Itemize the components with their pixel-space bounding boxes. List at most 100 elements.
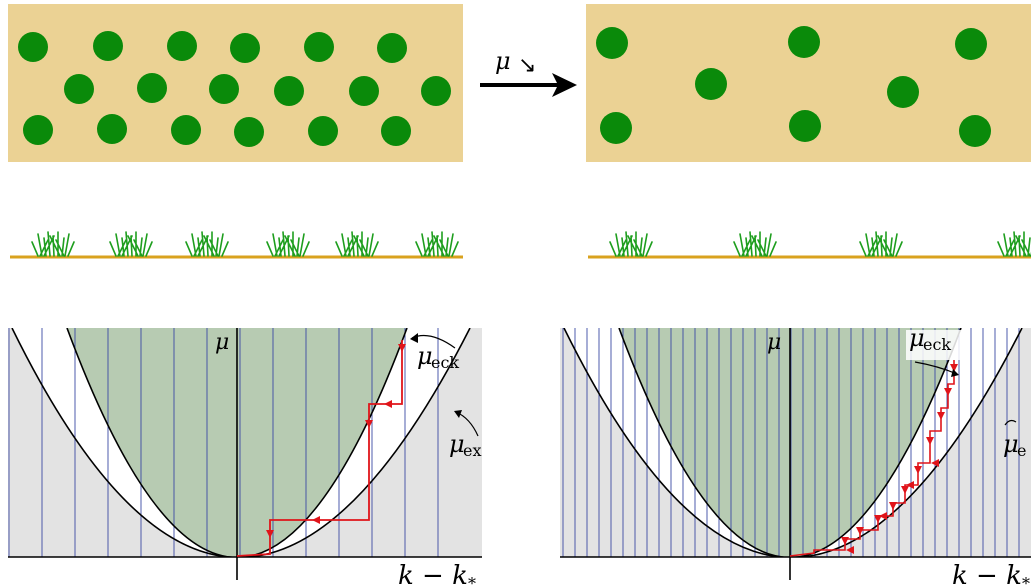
path-arrow (926, 437, 934, 445)
wavenumber-grid (562, 328, 1020, 557)
spot (959, 115, 991, 147)
path-arrow (937, 412, 945, 420)
grass-tuft (609, 231, 653, 257)
path-arrow (874, 515, 882, 523)
svg-text:μ: μ (417, 342, 433, 370)
svg-text:*: * (1022, 574, 1030, 586)
spots-dense (18, 31, 451, 147)
sparse-spot-panel (586, 4, 1031, 162)
svg-text:μ: μ (449, 430, 465, 458)
svg-text:e: e (1017, 441, 1026, 460)
spot (381, 116, 411, 146)
spots-sparse (596, 26, 991, 147)
svg-text:ex: ex (463, 441, 482, 460)
spot (171, 115, 201, 145)
eckhaus-curve (66, 328, 408, 557)
path-arrows (266, 344, 406, 538)
wavenumber-path (236, 340, 403, 557)
svg-text:μ: μ (909, 324, 925, 352)
eck-pointer-head (410, 333, 418, 343)
svg-text:k − k: k − k (952, 561, 1022, 586)
svg-text:k − k: k − k (398, 561, 468, 586)
svg-text:μ: μ (1003, 430, 1019, 458)
ex-pointer (1004, 419, 1017, 426)
eck-label: μ eck (417, 342, 459, 372)
path-arrow (914, 466, 922, 474)
spot (230, 33, 260, 63)
spot (23, 115, 53, 145)
spot (955, 28, 987, 60)
spot (349, 76, 379, 106)
eck-label-backing (906, 330, 962, 360)
ex-label: μ e (1003, 430, 1026, 460)
spot (97, 114, 127, 144)
grass-tuft (859, 231, 903, 257)
eck-pointer-head (951, 369, 959, 377)
path-arrow (365, 420, 373, 428)
spot (421, 76, 451, 106)
spot (93, 31, 123, 61)
path-arrows (841, 364, 958, 554)
svg-text:*: * (468, 574, 476, 586)
eckhaus-curve (618, 328, 962, 557)
vegetation-right (588, 231, 1031, 259)
spot (18, 32, 48, 62)
transition-arrow: μ ↘ (480, 47, 577, 97)
path-arrow (944, 388, 952, 396)
arrow-head (552, 73, 577, 97)
spot (596, 27, 628, 59)
path-arrow (266, 530, 274, 538)
path-arrow (889, 502, 897, 510)
spot (209, 74, 239, 104)
spot (695, 68, 727, 100)
arrow-decrease-symbol: ↘ (518, 53, 536, 78)
x-axis-label: k − k * (952, 561, 1030, 586)
grass-tuft (733, 231, 777, 257)
path-arrow (879, 512, 887, 520)
dense-spot-panel (8, 4, 463, 162)
path-arrow (906, 481, 914, 489)
grass-tuft (266, 231, 310, 257)
eckhaus-unstable-region (8, 328, 482, 557)
vegetation-left (10, 231, 463, 259)
spot (377, 33, 407, 63)
grass-tuft (31, 231, 75, 257)
spot (137, 73, 167, 103)
y-axis-label: μ (215, 330, 229, 355)
path-arrow (856, 527, 864, 535)
existence-curve (11, 328, 471, 557)
spot (234, 117, 264, 147)
eck-label: μ eck (909, 324, 951, 354)
ex-pointer-head (454, 410, 462, 418)
spot (64, 74, 94, 104)
grass-tuft (997, 231, 1031, 257)
arrow-mu-label: μ (495, 47, 511, 75)
grass-tuft (109, 231, 153, 257)
stability-diagram-left: μ k − k * μ eck μ ex (8, 328, 482, 586)
spot (304, 32, 334, 62)
wavenumber-grid (8, 328, 439, 557)
path-arrow (384, 400, 392, 408)
path-arrow (950, 364, 958, 372)
path-arrow (846, 546, 854, 554)
spot (308, 116, 338, 146)
grass-tuft (335, 231, 379, 257)
spot (274, 76, 304, 106)
svg-text:eck: eck (431, 353, 459, 372)
spot (167, 31, 197, 61)
path-arrow (841, 537, 849, 545)
spot (788, 26, 820, 58)
existence-curve (563, 328, 1023, 557)
grass-tuft (185, 231, 229, 257)
spot (887, 76, 919, 108)
y-axis-label: μ (767, 330, 781, 355)
path-arrow (901, 486, 909, 494)
path-arrow (312, 516, 320, 524)
x-axis-label: k − k * (398, 561, 476, 586)
eckhaus-unstable-region (560, 328, 1031, 557)
spot (600, 112, 632, 144)
grass-tuft (415, 231, 459, 257)
path-arrow (931, 459, 939, 467)
ex-label: μ ex (449, 430, 482, 460)
